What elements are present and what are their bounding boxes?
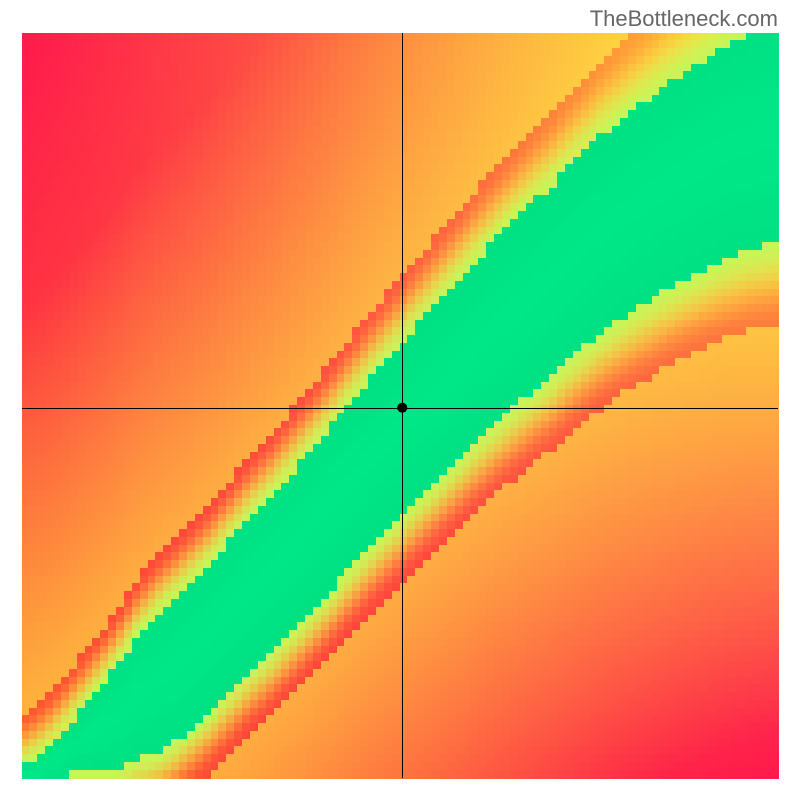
bottleneck-heatmap bbox=[0, 0, 800, 800]
watermark-label: TheBottleneck.com bbox=[590, 6, 778, 32]
chart-container: TheBottleneck.com bbox=[0, 0, 800, 800]
